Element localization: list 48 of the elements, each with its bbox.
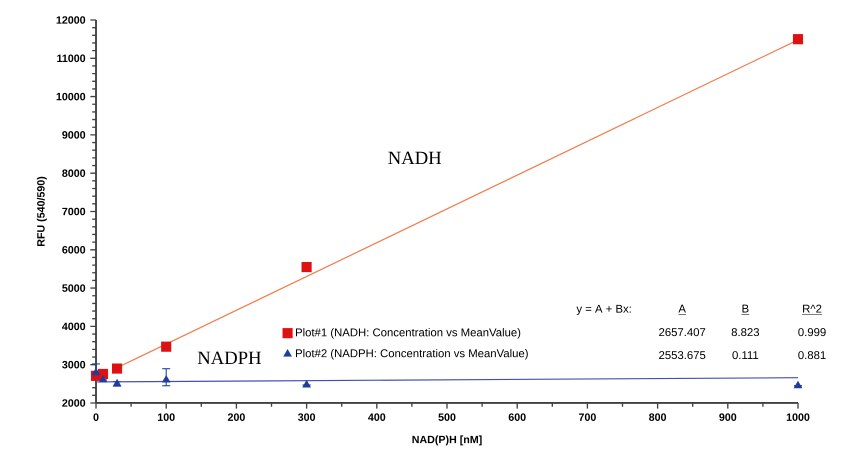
annotation: 2657.407: [659, 328, 706, 336]
x-tick-label: 800: [649, 413, 666, 421]
annotation: A: [678, 304, 686, 312]
text: 0.999: [798, 328, 826, 336]
x-tick-label: 0: [93, 413, 99, 421]
annotation: 2553.675: [659, 351, 706, 360]
y-tick-label: 8000: [62, 169, 86, 177]
y-tick-label: 12000: [56, 16, 86, 24]
x-axis-title: NAD(P)H [nM]: [412, 435, 482, 446]
annotation: B: [742, 304, 749, 312]
y-tick-label: 9000: [62, 131, 86, 139]
legend-label: Plot#2 (NADPH: Concentration vs MeanValue): [296, 348, 528, 360]
x-tick-label: 200: [228, 413, 245, 421]
y-tick-label: 7000: [62, 208, 86, 216]
point: [302, 380, 311, 388]
text: 0.881: [798, 351, 826, 360]
point: [92, 368, 100, 376]
y-tick-label: 10000: [56, 92, 86, 100]
point: [302, 262, 312, 272]
point: [161, 342, 172, 352]
y-tick-label: 5000: [62, 284, 86, 292]
point: [112, 363, 122, 374]
annotation: 0.111: [732, 351, 758, 360]
x-tick-label: 500: [438, 413, 456, 421]
point: [162, 375, 170, 383]
x-tick-label: 600: [508, 413, 526, 421]
legend-label: Plot#1 (NADH: Concentration vs MeanValue): [296, 328, 520, 339]
x-tick-label: 400: [368, 413, 386, 421]
y-tick-label: 3000: [62, 360, 86, 368]
annotation: y = A + Bx:: [576, 304, 631, 315]
point: [112, 379, 122, 386]
y-tick-label: 4000: [62, 322, 86, 330]
x-tick-label: 100: [158, 413, 175, 421]
x-tick-label: 300: [298, 413, 316, 421]
x-tick-label: 700: [578, 413, 596, 421]
y-tick-label: 2000: [62, 399, 86, 407]
y-axis-title: RFU (540/590): [36, 176, 47, 246]
point: [98, 375, 108, 383]
annotation: 8.823: [732, 328, 760, 336]
text: R^2: [803, 304, 822, 313]
y-tick-label: 6000: [62, 246, 86, 254]
x-tick-label: 1000: [786, 413, 810, 421]
x-tick-label: 900: [719, 413, 736, 421]
point: [794, 380, 802, 388]
annotation: NADH: [388, 152, 442, 164]
annotation: NADPH: [198, 352, 261, 364]
y-tick-label: 11000: [57, 54, 86, 62]
point: [792, 34, 804, 44]
